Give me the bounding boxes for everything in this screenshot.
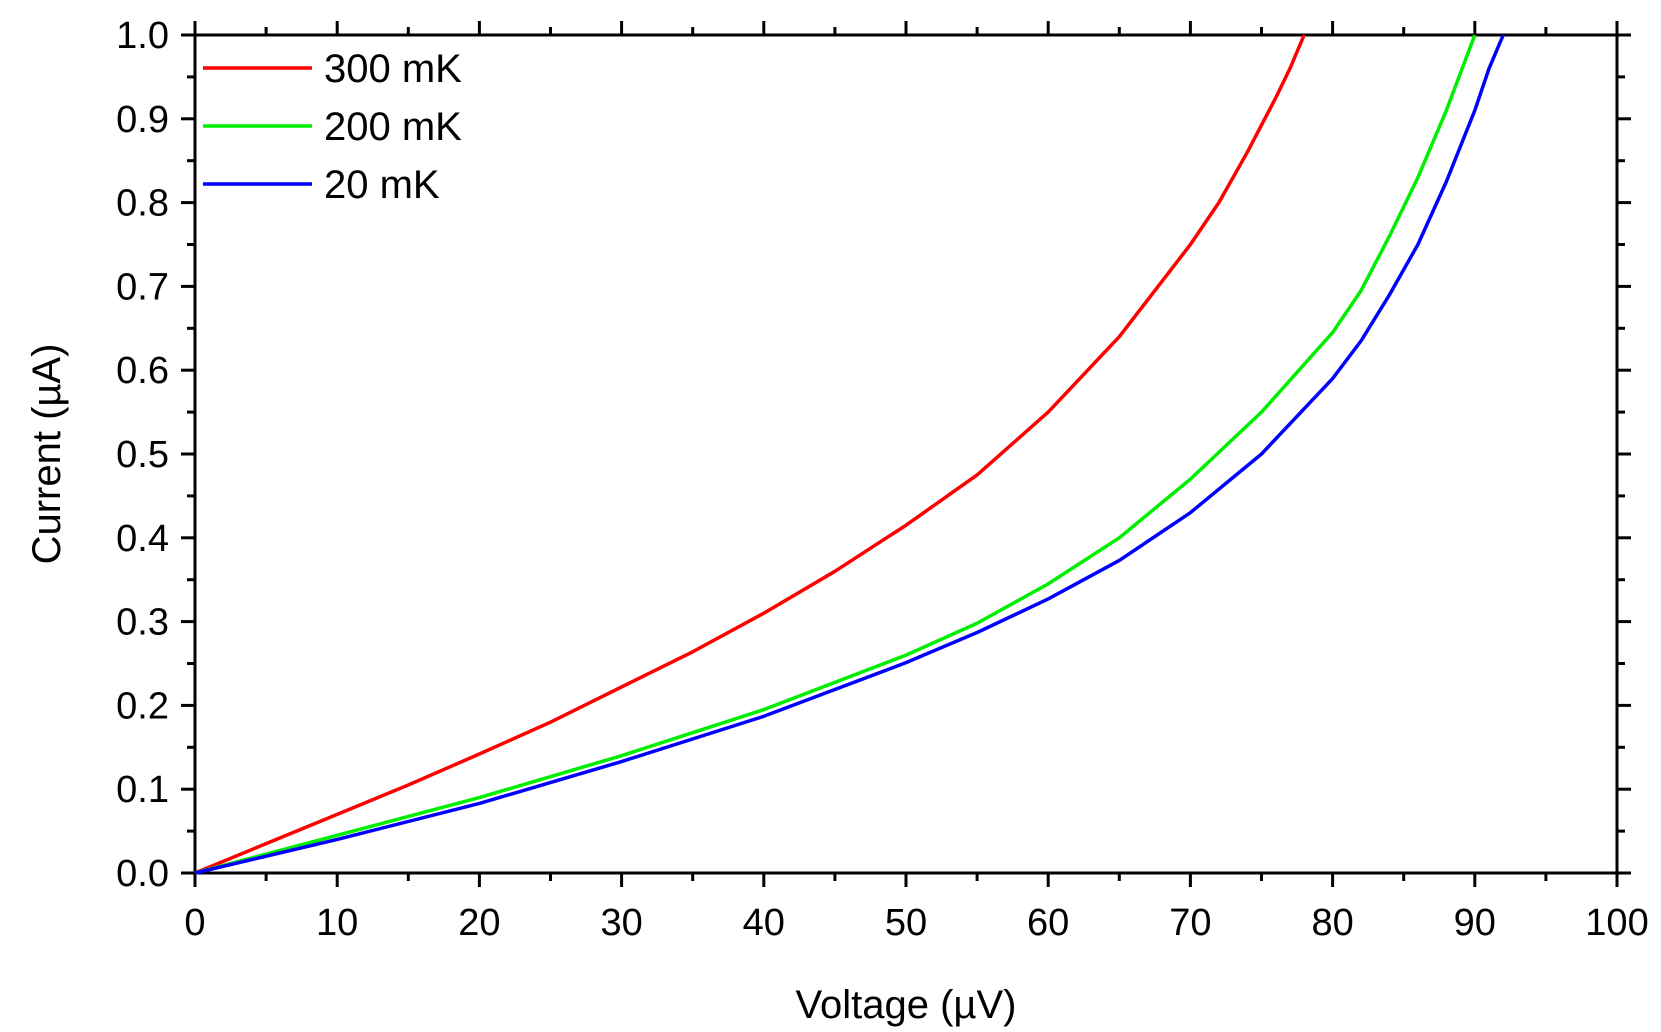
x-tick-label: 80: [1311, 902, 1353, 944]
x-tick-label: 10: [316, 902, 358, 944]
y-axis-title: Current (µA): [25, 344, 69, 565]
y-tick-label: 0.4: [116, 518, 169, 560]
x-tick-label: 70: [1169, 902, 1211, 944]
plot-frame: [193, 33, 1619, 875]
legend-label: 200 mK: [324, 105, 462, 149]
y-tick-label: 1.0: [116, 15, 169, 57]
x-tick-label: 50: [885, 902, 927, 944]
x-tick-label: 30: [600, 902, 642, 944]
axis-ticks: 0 10 20 30 40 50 60 70 80 90 100 0.0 0.1 0.2 0.3 0.4 0.5…: [116, 15, 1649, 944]
x-tick-label: 0: [184, 902, 205, 944]
y-tick-label: 0.3: [116, 602, 169, 644]
y-tick-label: 0.0: [116, 853, 169, 895]
x-tick-label: 100: [1585, 902, 1648, 944]
y-tick-label: 0.9: [116, 99, 169, 141]
legend-label: 300 mK: [324, 47, 462, 91]
x-tick-label: 20: [458, 902, 500, 944]
legend-label: 20 mK: [324, 163, 440, 207]
x-tick-label: 90: [1454, 902, 1496, 944]
series-line-1: [194, 34, 1477, 875]
x-tick-label: 60: [1027, 902, 1069, 944]
series-line-2: [194, 34, 1505, 875]
y-tick-label: 0.7: [116, 266, 169, 308]
legend: 300 mK 200 mK 20 mK: [203, 47, 462, 207]
y-tick-label: 0.8: [116, 183, 169, 225]
y-tick-label: 0.2: [116, 685, 169, 727]
series-layer: [194, 34, 1505, 875]
y-tick-label: 0.1: [116, 769, 169, 811]
x-tick-label: 40: [743, 902, 785, 944]
y-tick-label: 0.5: [116, 434, 169, 476]
x-axis-title: Voltage (µV): [796, 983, 1017, 1027]
y-tick-label: 0.6: [116, 350, 169, 392]
series-line-0: [194, 34, 1306, 875]
